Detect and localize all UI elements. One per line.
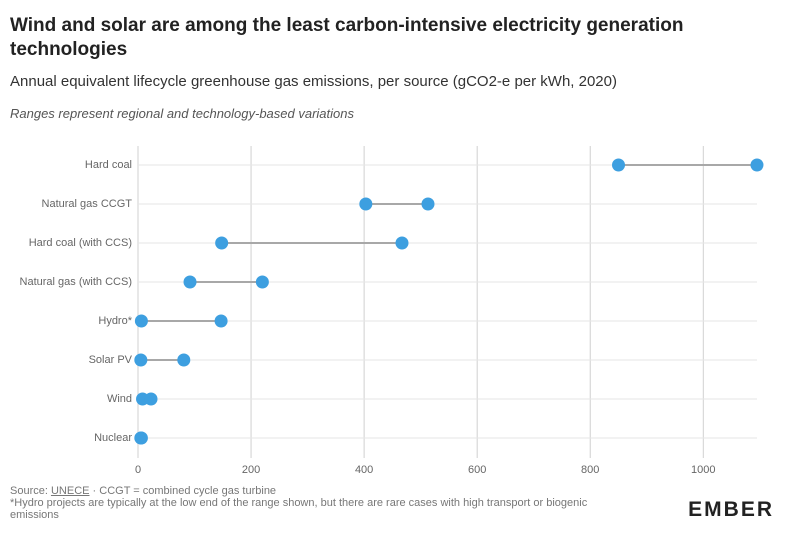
x-tick-label: 1000 [691,464,715,476]
high-dot [255,275,269,289]
footnote: *Hydro projects are typically at the low… [10,497,588,521]
chart-note: Ranges represent regional and technology… [10,106,354,121]
footer: Source: UNECE · CCGT = combined cycle ga… [10,485,630,521]
low-dot [612,158,626,172]
low-dot [134,314,148,328]
y-tick-label: Nuclear [94,432,132,444]
y-tick-label: Wind [107,393,132,405]
x-tick-label: 600 [468,464,486,476]
y-tick-label: Hydro* [98,315,132,327]
high-dot [144,392,158,406]
y-tick-label: Natural gas CCGT [42,198,133,210]
y-tick-label: Hard coal (with CCS) [29,237,132,249]
low-dot [183,275,197,289]
high-dot [214,314,228,328]
source-prefix: Source: [10,485,51,497]
low-dot [215,236,229,250]
x-tick-label: 400 [355,464,373,476]
x-tick-label: 800 [581,464,599,476]
high-dot [134,431,148,445]
logo: EMBER [688,498,774,521]
y-tick-label: Natural gas (with CCS) [20,276,132,288]
chart-title: Wind and solar are among the least carbo… [10,15,684,60]
high-dot [421,197,435,211]
source-link[interactable]: UNECE [50,485,90,497]
y-tick-label: Solar PV [89,354,133,366]
low-dot [359,197,373,211]
chart-subtitle: Annual equivalent lifecycle greenhouse g… [10,73,617,90]
high-dot [395,236,409,250]
high-dot [750,158,764,172]
high-dot [177,353,191,367]
low-dot [134,353,148,367]
y-tick-label: Hard coal [85,159,132,171]
source-rest: · CCGT = combined cycle gas turbine [89,485,277,497]
x-tick-label: 200 [242,464,260,476]
x-tick-label: 0 [135,464,141,476]
